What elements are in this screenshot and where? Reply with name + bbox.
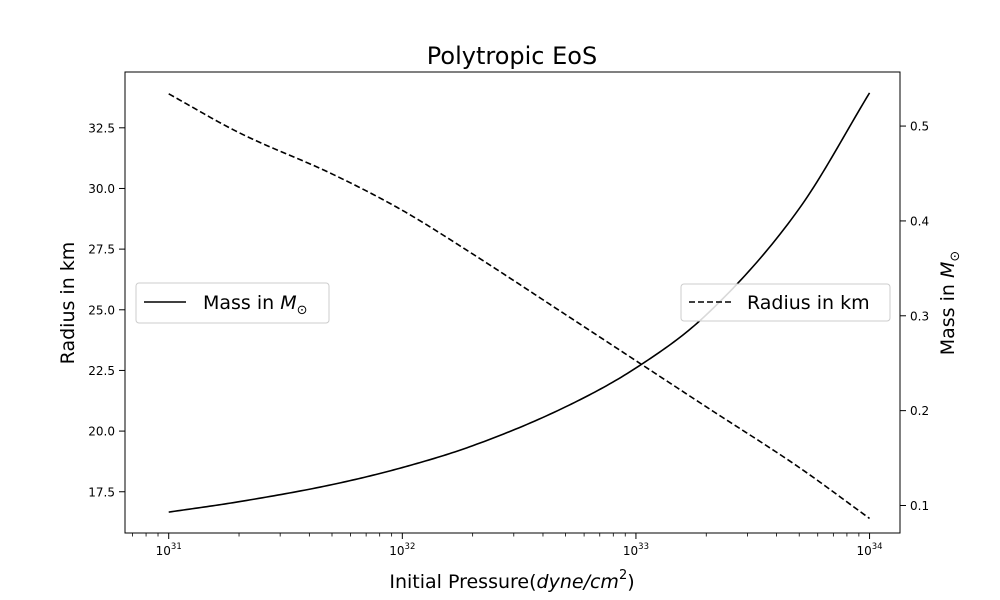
legend-mass-label: Mass in M⊙ (203, 292, 308, 318)
right-y-tick-label: 0.3 (910, 309, 929, 323)
x-tick-label-base: 10 (623, 544, 638, 558)
right-y-tick-label: 0.1 (910, 499, 929, 513)
x-tick-label: 1031 (156, 542, 182, 558)
x-tick-label-base: 10 (856, 544, 871, 558)
right-y-tick-label: 0.4 (910, 214, 929, 228)
series-layer (168, 92, 871, 520)
x-tick-label-base: 10 (156, 544, 171, 558)
x-axis-label-suffix: ) (627, 571, 634, 593)
legend-mass-box (135, 282, 330, 324)
x-tick-label-exp: 34 (872, 542, 883, 552)
right-y-tick-label: 0.5 (910, 120, 929, 134)
x-axis-ticks: 1031 1032 1033 1034 (132, 533, 883, 558)
x-axis-label-exp: 2 (619, 568, 627, 583)
right-y-axis-label-math: M (937, 262, 959, 278)
legend-mass-label-sub: ⊙ (297, 303, 308, 318)
left-y-tick-label: 22.5 (88, 364, 115, 378)
x-axis-label-prefix: Initial Pressure( (389, 571, 536, 593)
x-tick-label-base: 10 (389, 544, 404, 558)
legend-mass-label-math: M (280, 292, 296, 314)
plot-frame (124, 71, 901, 534)
legend-radius-label: Radius in km (747, 292, 870, 314)
left-y-tick-label: 27.5 (88, 243, 115, 257)
right-y-tick-label: 0.2 (910, 404, 929, 418)
legend-radius: Radius in km (680, 283, 891, 322)
left-y-axis-ticks: 17.5 20.0 22.5 25.0 27.5 30.0 32.5 (88, 121, 125, 499)
left-y-axis-label: Radius in km (57, 242, 79, 365)
x-tick-label-exp: 32 (405, 542, 416, 552)
x-axis-label-math: dyne/cm (537, 571, 619, 593)
x-axis-label: Initial Pressure(dyne/cm2) (389, 568, 634, 593)
left-y-tick-label: 30.0 (88, 182, 115, 196)
legend-radius-box (680, 283, 891, 322)
x-tick-label: 1032 (389, 542, 415, 558)
left-y-tick-label: 32.5 (88, 121, 115, 135)
radius-series-line (168, 93, 871, 520)
chart-title: Polytropic EoS (427, 42, 597, 70)
legend-mass-label-prefix: Mass in (203, 292, 280, 314)
x-tick-label-exp: 31 (171, 542, 182, 552)
legend-mass: Mass in M⊙ (135, 282, 330, 324)
mass-series-line (168, 92, 871, 513)
right-y-axis-label: Mass in M⊙ (937, 251, 963, 356)
right-y-axis-label-sub: ⊙ (948, 251, 963, 262)
left-y-tick-label: 17.5 (88, 485, 115, 499)
right-y-axis-label-prefix: Mass in (937, 278, 959, 355)
right-y-axis-ticks: 0.1 0.2 0.3 0.4 0.5 (900, 120, 929, 513)
x-tick-label-exp: 33 (638, 542, 649, 552)
left-y-tick-label: 25.0 (88, 303, 115, 317)
x-tick-label: 1034 (856, 542, 882, 558)
x-tick-label: 1033 (623, 542, 649, 558)
left-y-tick-label: 20.0 (88, 425, 115, 439)
